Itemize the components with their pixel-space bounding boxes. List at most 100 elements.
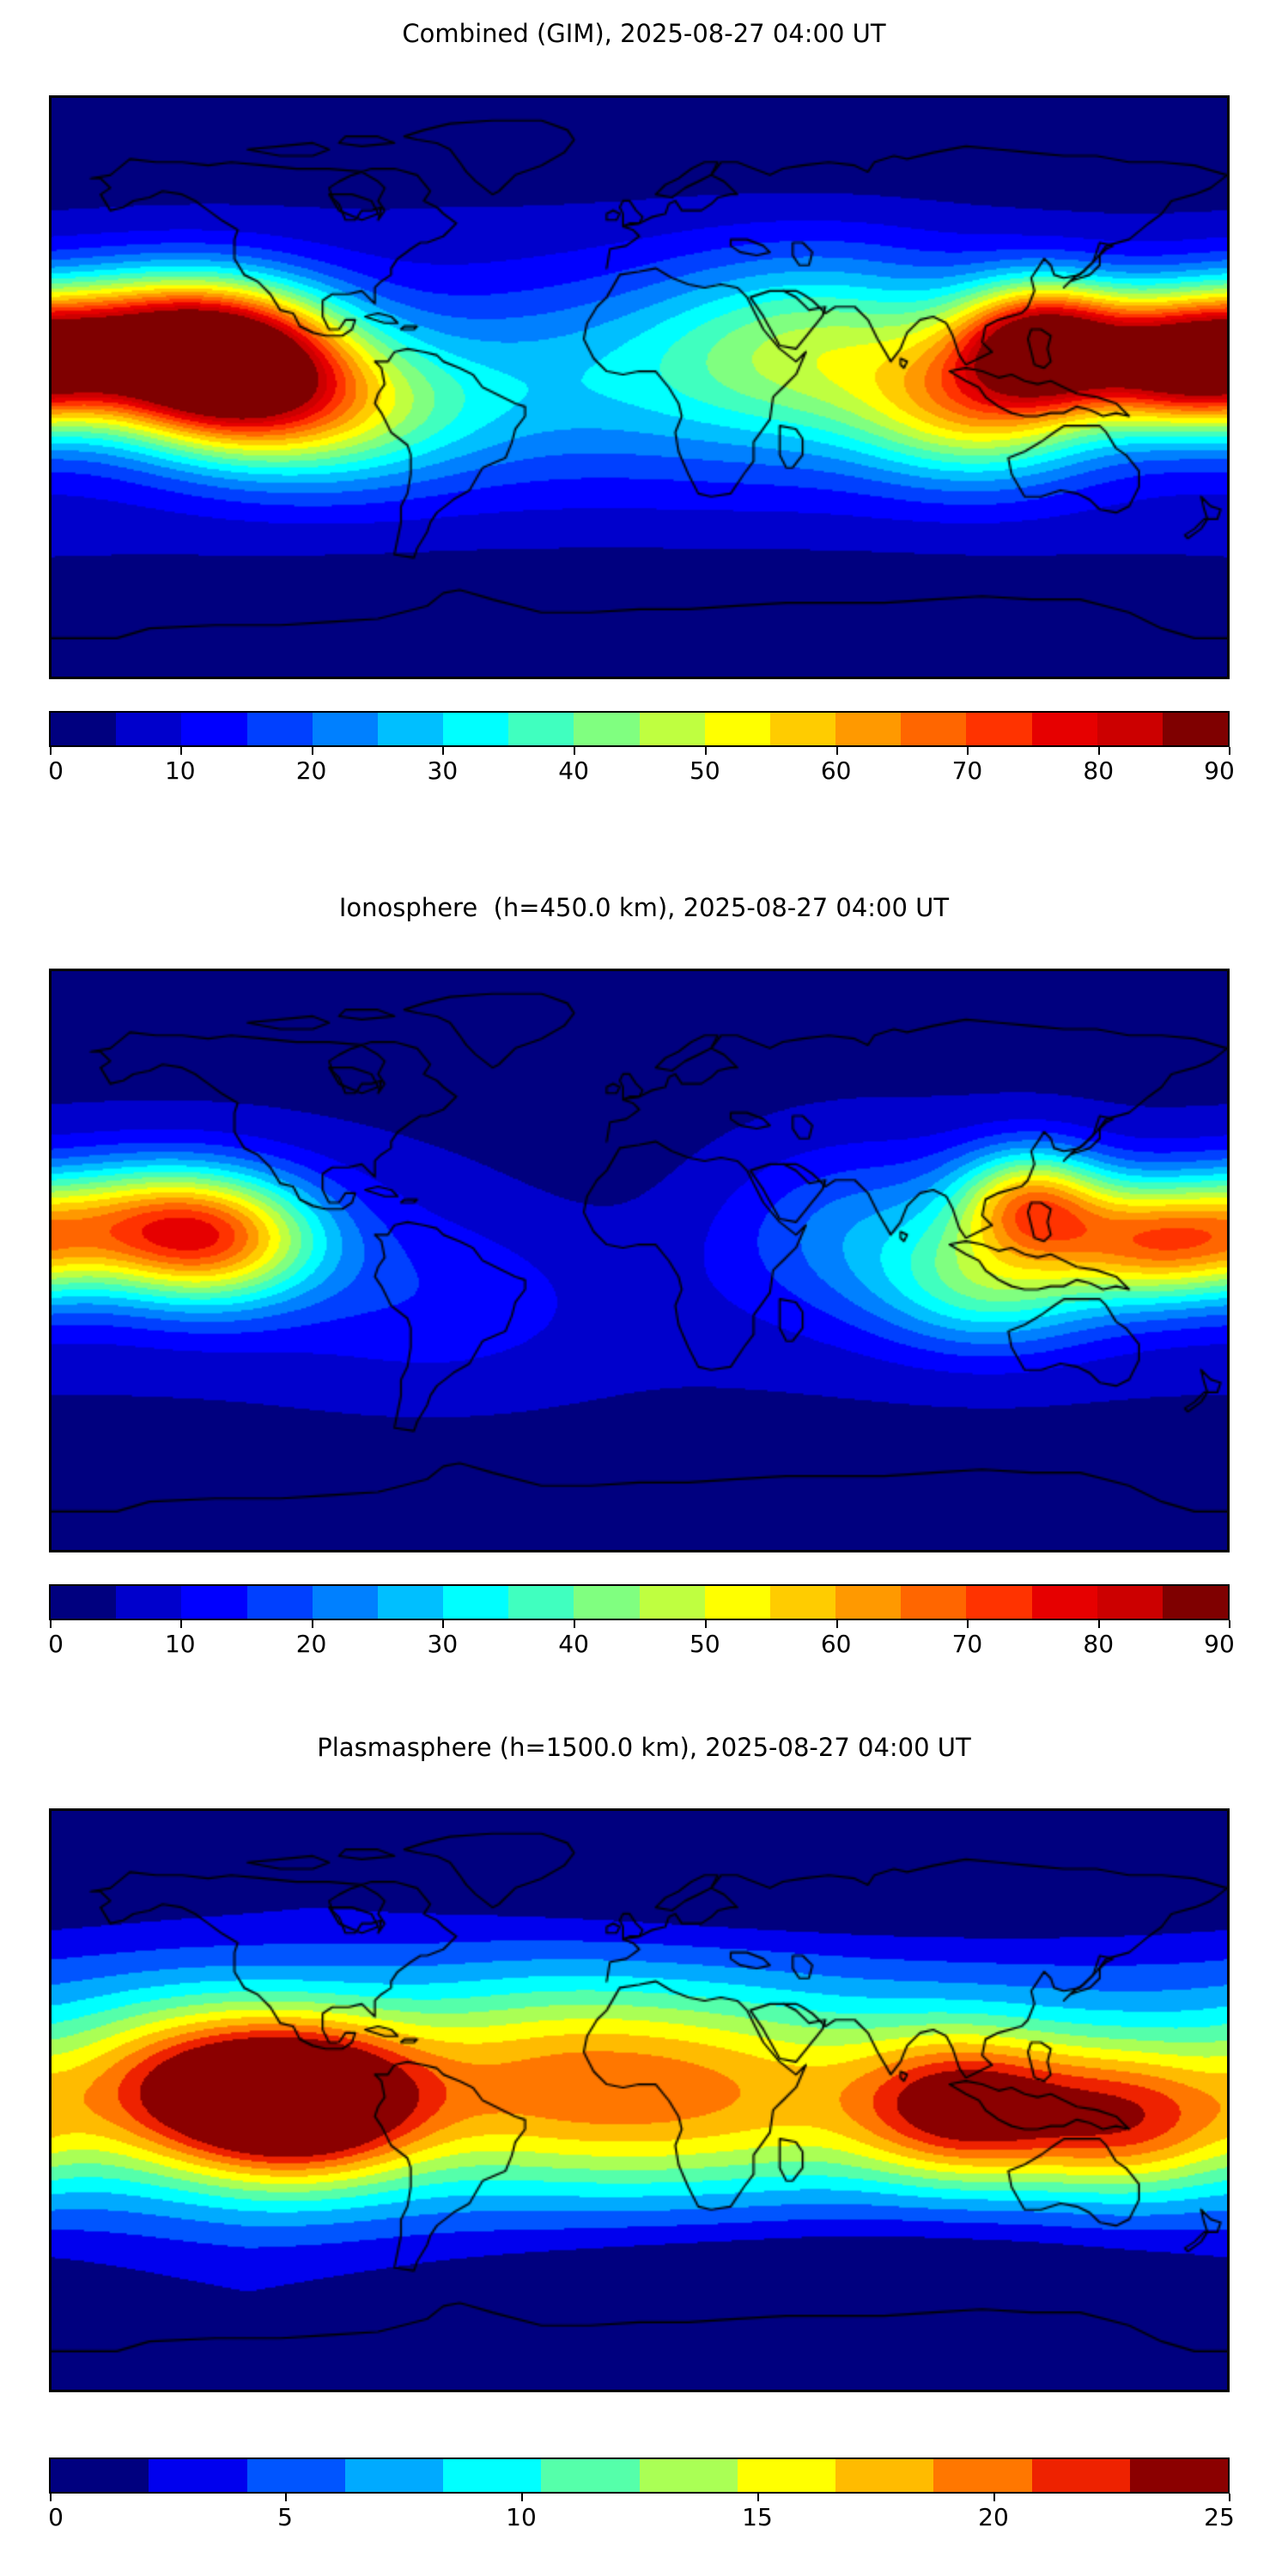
colorbar-segment — [574, 713, 640, 745]
colorbar-tick-label: 5 — [277, 2503, 293, 2531]
colorbar-segment — [181, 1586, 247, 1619]
colorbar-segment — [51, 2459, 149, 2492]
colorbar-segment — [344, 2459, 443, 2492]
colorbar-tick-label: 30 — [427, 756, 459, 785]
colorbar-tick — [311, 747, 313, 755]
colorbar-tick — [993, 2494, 995, 2501]
colorbar-tick — [1229, 747, 1230, 755]
colorbar-segment — [1129, 2459, 1228, 2492]
colorbar-segment — [1031, 1586, 1097, 1619]
colorbar-segment — [639, 2459, 738, 2492]
colorbar-tick — [704, 747, 707, 755]
colorbar-gradient-ionosphere — [49, 1584, 1230, 1620]
colorbar-tick-label: 10 — [164, 756, 196, 785]
colorbar-tick — [1098, 1620, 1101, 1628]
colorbar-segment — [835, 713, 902, 745]
map-canvas-plasmasphere — [52, 1811, 1227, 2390]
colorbar-segment — [541, 2459, 640, 2492]
map-ionosphere — [49, 969, 1230, 1552]
colorbar-tick — [574, 747, 576, 755]
map-canvas-ionosphere — [52, 971, 1227, 1550]
colorbar-tick — [50, 747, 52, 755]
colorbar-segment — [508, 713, 574, 745]
colorbar-gradient-combined — [49, 711, 1230, 747]
colorbar-tick — [521, 2494, 523, 2501]
colorbar-segment — [51, 1586, 117, 1619]
colorbar-segment — [1162, 1586, 1229, 1619]
colorbar-segment — [639, 713, 705, 745]
map-plasmasphere — [49, 1808, 1230, 2392]
colorbar-segment — [737, 2459, 835, 2492]
colorbar-tick-label: 90 — [1204, 1630, 1235, 1658]
map-canvas-combined — [52, 98, 1227, 677]
colorbar-axis-plasmasphere: 0 5 10 15 20 25 — [48, 2494, 1235, 2533]
colorbar-tick — [1229, 2494, 1230, 2501]
colorbar-tick-label: 0 — [48, 1630, 64, 1658]
colorbar-tick-label: 25 — [1204, 2503, 1235, 2531]
colorbar-tick-label: 60 — [820, 1630, 852, 1658]
colorbar-tick — [835, 1620, 838, 1628]
colorbar-segment — [901, 713, 967, 745]
colorbar-segment — [312, 1586, 378, 1619]
panel-title-ionosphere: Ionosphere (h=450.0 km), 2025-08-27 04:0… — [338, 893, 950, 922]
colorbar-segment — [116, 713, 182, 745]
colorbar-tick-label: 20 — [978, 2503, 1009, 2531]
colorbar-tick-label: 10 — [506, 2503, 537, 2531]
colorbar-tick-label: 50 — [690, 756, 720, 785]
colorbar-segment — [639, 1586, 705, 1619]
colorbar-segment — [377, 713, 444, 745]
colorbar-segment — [1097, 1586, 1163, 1619]
colorbar-tick-label: 80 — [1083, 1630, 1115, 1658]
colorbar-axis-ionosphere: 0 10 20 30 40 50 60 70 80 90 — [48, 1620, 1235, 1660]
colorbar-segment — [149, 2459, 247, 2492]
colorbar-tick — [835, 747, 838, 755]
colorbar-tick-label: 80 — [1083, 756, 1115, 785]
colorbar-segment — [1162, 713, 1229, 745]
colorbar-segment — [966, 1586, 1032, 1619]
colorbar-tick — [50, 1620, 52, 1628]
colorbar-tick — [442, 747, 445, 755]
colorbar-tick — [1229, 1620, 1230, 1628]
colorbar-segment — [116, 1586, 182, 1619]
colorbar-tick — [311, 1620, 313, 1628]
colorbar-segment — [443, 1586, 509, 1619]
colorbar-segment — [769, 713, 836, 745]
colorbar-tick-label: 40 — [558, 1630, 589, 1658]
colorbar-tick-label: 20 — [295, 1630, 327, 1658]
colorbar-tick-label: 70 — [951, 756, 983, 785]
colorbar-tick-label: 30 — [427, 1630, 459, 1658]
colorbar-segment — [835, 2459, 934, 2492]
colorbar-axis-combined: 0 10 20 30 40 50 60 70 80 90 — [48, 747, 1235, 787]
colorbar-segment — [246, 1586, 313, 1619]
colorbar-segment — [1097, 713, 1163, 745]
colorbar-segment — [377, 1586, 444, 1619]
colorbar-tick-label: 50 — [690, 1630, 720, 1658]
colorbar-segment — [704, 713, 770, 745]
colorbar-segment — [246, 713, 313, 745]
colorbar-segment — [769, 1586, 836, 1619]
panel-title-combined: Combined (GIM), 2025-08-27 04:00 UT — [402, 19, 886, 48]
colorbar-tick — [704, 1620, 707, 1628]
colorbar-segment — [901, 1586, 967, 1619]
colorbar-segment — [443, 713, 509, 745]
colorbar-tick — [1098, 747, 1101, 755]
colorbar-tick — [967, 1620, 969, 1628]
colorbar-tick — [179, 1620, 182, 1628]
colorbar-tick-label: 90 — [1204, 756, 1235, 785]
colorbar-tick-label: 20 — [295, 756, 327, 785]
colorbar-tick — [757, 2494, 759, 2501]
colorbar-segment — [181, 713, 247, 745]
colorbar-tick — [285, 2494, 287, 2501]
colorbar-tick — [574, 1620, 576, 1628]
colorbar-segment — [574, 1586, 640, 1619]
colorbar-segment — [51, 713, 117, 745]
colorbar-segment — [704, 1586, 770, 1619]
panel-title-plasmasphere: Plasmasphere (h=1500.0 km), 2025-08-27 0… — [317, 1733, 971, 1762]
map-combined — [49, 95, 1230, 679]
colorbar-tick — [442, 1620, 445, 1628]
colorbar-tick-label: 10 — [164, 1630, 196, 1658]
colorbar-tick-label: 0 — [48, 756, 64, 785]
colorbar-segment — [1031, 713, 1097, 745]
colorbar-segment — [508, 1586, 574, 1619]
colorbar-segment — [933, 2459, 1032, 2492]
